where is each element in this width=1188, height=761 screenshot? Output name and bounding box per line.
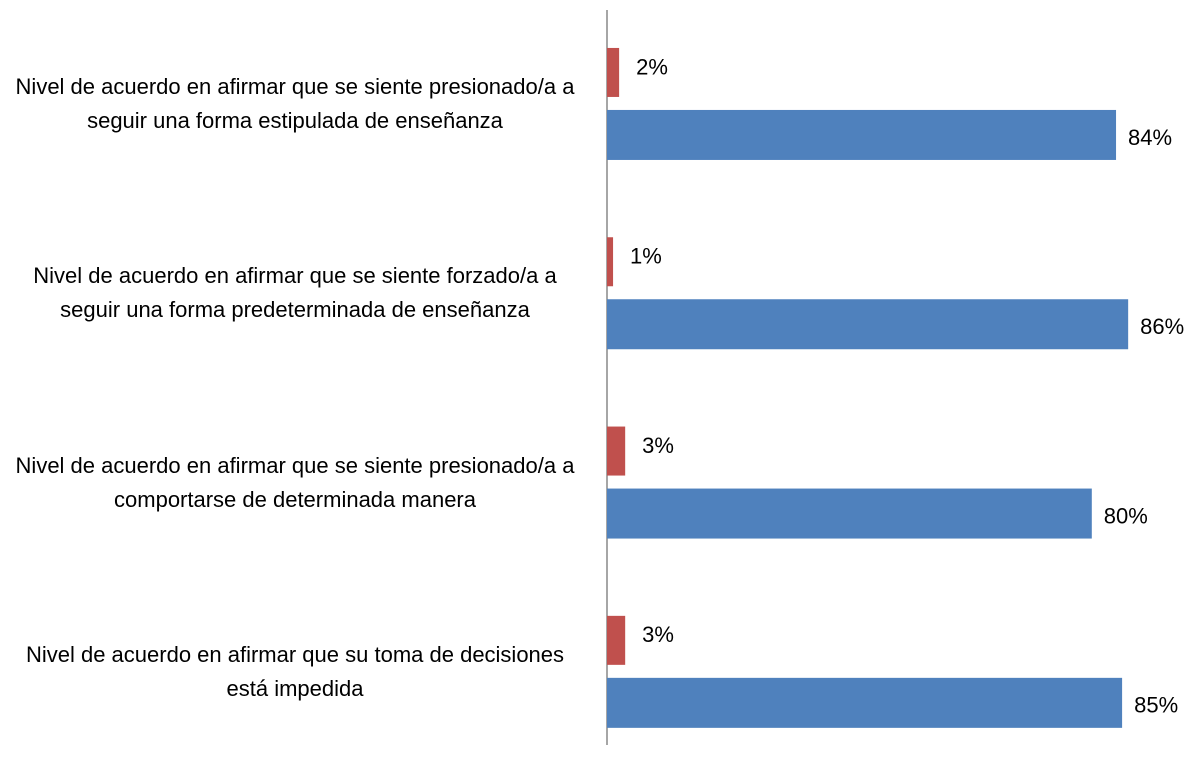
value-label: 84%	[1128, 125, 1172, 150]
bar	[607, 299, 1129, 350]
value-label: 80%	[1104, 503, 1148, 528]
value-label: 86%	[1140, 314, 1184, 339]
value-label: 2%	[636, 54, 668, 79]
category-label: Nivel de acuerdo en afirmar que se sient…	[15, 452, 575, 512]
bar	[607, 615, 626, 665]
value-label: 3%	[642, 433, 674, 458]
bar	[607, 488, 1092, 539]
bar	[607, 237, 614, 287]
category-label: Nivel de acuerdo en afirmar que se sient…	[33, 263, 557, 323]
value-label: 1%	[630, 244, 662, 269]
category-label: Nivel de acuerdo en afirmar que su toma …	[25, 641, 565, 701]
bar	[607, 677, 1123, 728]
bar	[607, 109, 1117, 160]
category-label: Nivel de acuerdo en afirmar que se sient…	[15, 73, 575, 133]
bar	[607, 47, 620, 97]
value-label: 3%	[642, 622, 674, 647]
value-label: 85%	[1134, 693, 1178, 718]
bar	[607, 426, 626, 476]
